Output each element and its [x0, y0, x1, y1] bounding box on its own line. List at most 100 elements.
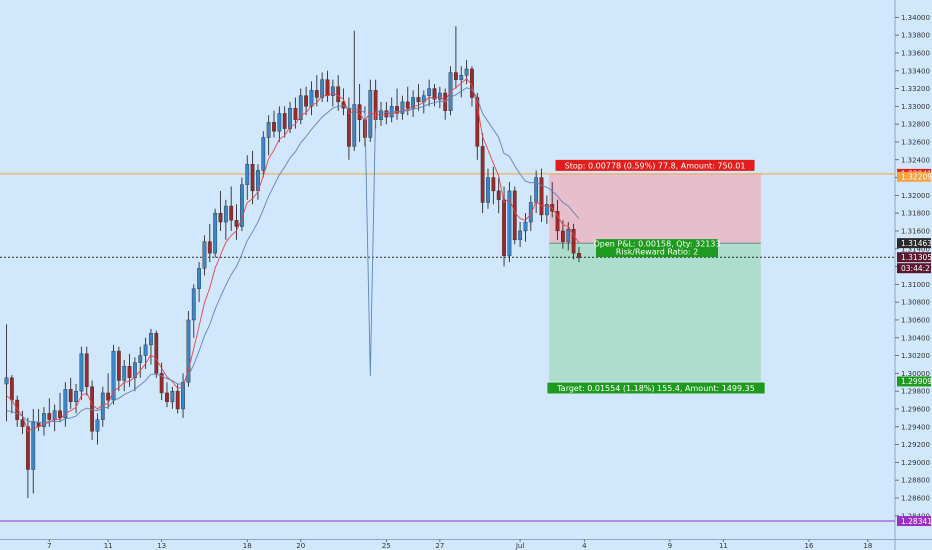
candle-body: [234, 220, 239, 227]
price-tick-label: 1.32400: [901, 156, 930, 164]
price-tick-label: 1.29000: [901, 459, 930, 467]
price-tick-label: 1.33600: [901, 49, 930, 57]
candle-body: [566, 228, 571, 242]
price-tick-label: 1.30400: [901, 334, 930, 342]
candle-body: [138, 355, 143, 363]
candle-body: [411, 97, 415, 109]
candle-body: [523, 221, 528, 232]
candle-body: [486, 177, 490, 203]
open-pl-label: Open P&L: 0.00158, Qty: 32133: [593, 240, 720, 249]
time-tick-label: 11: [104, 542, 113, 550]
candle-body: [272, 122, 276, 132]
candle-body: [432, 88, 437, 100]
price-tag-label: 03:44:21: [901, 264, 932, 273]
candle-body: [15, 399, 20, 420]
candle-body: [320, 79, 325, 98]
candle-body: [20, 419, 25, 427]
candle-body: [26, 426, 30, 470]
candle-body: [555, 211, 560, 232]
price-tick-label: 1.29200: [901, 441, 930, 449]
slow-moving-average-line: [6, 87, 580, 423]
target-label: Target: 0.01554 (1.18%) 155.4, Amount: 1…: [556, 384, 755, 393]
candle-body: [266, 122, 271, 138]
time-tick-label: 18: [863, 542, 872, 550]
price-tick-label: 1.33400: [901, 67, 930, 75]
candle-body: [191, 288, 196, 321]
candle-body: [314, 90, 319, 98]
candle-body: [577, 252, 581, 258]
candle-body: [213, 212, 218, 254]
candle-body: [282, 113, 287, 129]
take-profit-zone: [549, 243, 761, 382]
price-tick-label: 1.28800: [901, 477, 930, 485]
price-tick-label: 1.29800: [901, 388, 930, 396]
fast-moving-average-line: [6, 78, 580, 432]
candle-body: [175, 390, 180, 410]
candle-body: [159, 373, 164, 394]
candle-body: [84, 353, 89, 387]
candle-body: [288, 107, 292, 129]
candle-body: [309, 90, 314, 107]
candle-body: [496, 190, 501, 200]
candle-body: [304, 95, 308, 107]
candle-body: [74, 390, 78, 403]
candle-body: [9, 377, 14, 401]
price-tick-label: 1.30200: [901, 352, 930, 360]
price-tag-label: 1.32209: [901, 173, 932, 182]
candle-body: [229, 205, 234, 221]
price-tag-bg: [897, 238, 931, 249]
candle-body: [63, 389, 68, 419]
candle-body: [207, 241, 212, 254]
candle-body: [143, 344, 148, 356]
price-tag-bg: [897, 171, 931, 182]
price-tick-label: 1.31800: [901, 210, 930, 218]
price-tag-bg: [897, 252, 931, 263]
candle-body: [149, 333, 153, 346]
candle-body: [122, 366, 127, 381]
candle-body: [298, 95, 303, 120]
candle-body: [384, 110, 389, 118]
candle-body: [330, 86, 335, 96]
price-tick-label: 1.33000: [901, 103, 930, 111]
candle-body: [480, 146, 485, 203]
time-tick-label: 20: [296, 542, 305, 550]
price-tick-label: 1.30800: [901, 299, 930, 307]
price-tick-label: 1.33200: [901, 85, 930, 93]
candle-body: [202, 241, 207, 269]
candle-body: [571, 228, 576, 254]
price-tick-label: 1.31600: [901, 227, 930, 235]
candle-body: [400, 101, 405, 114]
price-tick-label: 1.31000: [901, 281, 930, 289]
open-pl-label-bg: [596, 239, 719, 258]
stop-label: Stop: 0.00778 (0.59%) 77.8, Amount: 750.…: [565, 161, 746, 170]
candle-body: [454, 72, 458, 80]
candle-body: [223, 205, 228, 223]
time-tick-label: 11: [719, 542, 728, 550]
time-tick-label: 7: [47, 542, 51, 550]
candle-body: [111, 350, 116, 401]
candle-body: [58, 410, 62, 419]
candle-body: [405, 101, 410, 109]
candle-body: [534, 177, 539, 203]
candle-body: [507, 190, 512, 257]
candle-body: [512, 190, 517, 241]
price-tag-label: 1.28341: [901, 517, 932, 526]
candle-body: [352, 104, 357, 147]
time-tick-label: 4: [582, 542, 587, 550]
candle-body: [261, 137, 266, 171]
candle-body: [181, 382, 185, 410]
candle-body: [4, 377, 9, 385]
price-tag-label: 1.31463: [901, 239, 932, 248]
candle-body: [539, 177, 544, 216]
time-tick-label: 16: [805, 542, 814, 550]
price-tick-label: 1.32000: [901, 192, 930, 200]
candle-body: [116, 350, 121, 381]
candle-body: [42, 413, 46, 427]
candle-body: [491, 177, 496, 192]
candle-body: [528, 202, 533, 223]
candle-body: [95, 419, 100, 432]
risk-reward-label: Risk/Reward Ratio: 2: [616, 248, 698, 257]
